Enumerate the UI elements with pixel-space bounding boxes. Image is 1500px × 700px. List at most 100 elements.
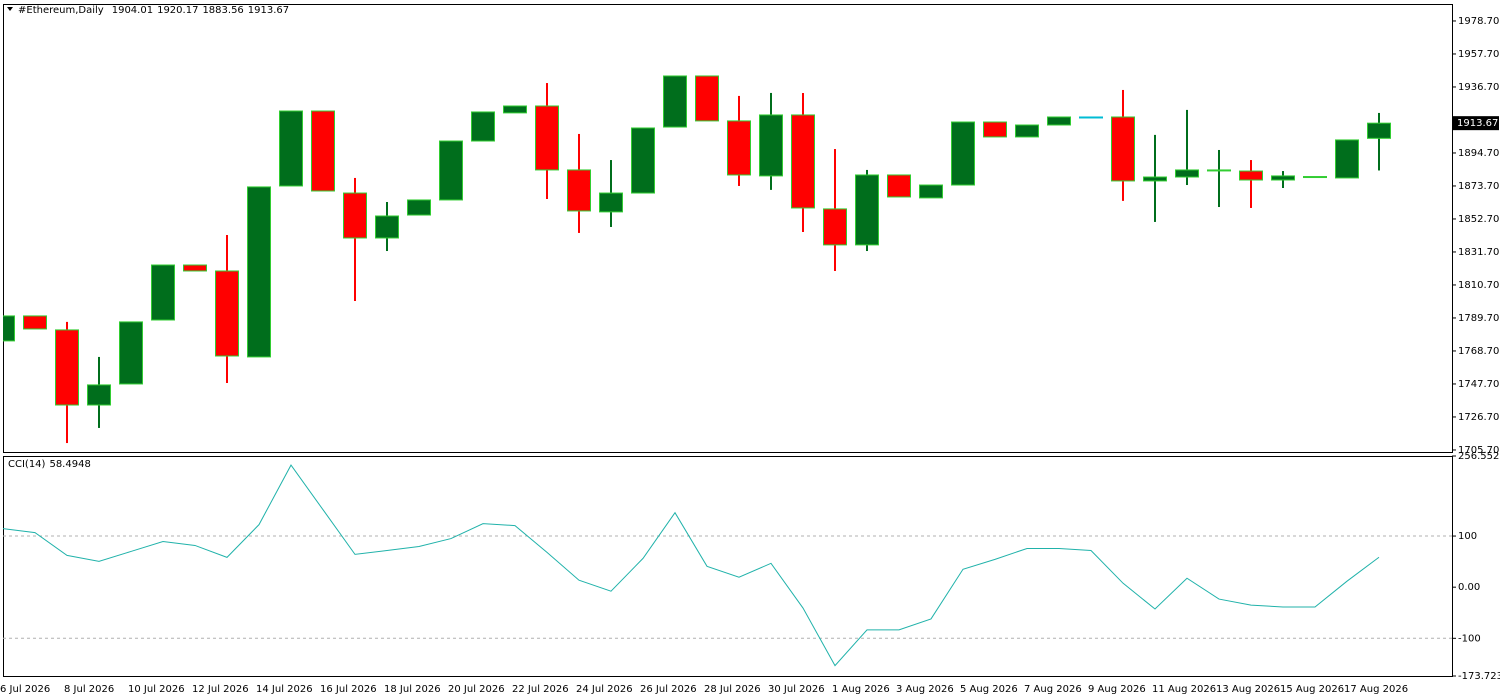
x-tick-label: 15 Aug 2026 (1280, 684, 1344, 695)
cci-panel (3, 456, 1453, 677)
candle-body (151, 264, 175, 321)
y-tick-label: 1747.70 (1458, 379, 1499, 390)
candle-body (375, 215, 399, 239)
x-tick-label: 18 Jul 2026 (384, 684, 441, 695)
x-tick-label: 28 Jul 2026 (704, 684, 761, 695)
candle-body (1207, 169, 1231, 172)
candle-body (535, 105, 559, 171)
candle-body (1239, 170, 1263, 181)
candle-body (119, 321, 143, 385)
symbol-title: #Ethereum,Daily (18, 5, 104, 16)
y-tick-label: 100 (1458, 531, 1477, 542)
x-tick-label: 1 Aug 2026 (832, 684, 890, 695)
candle-body (919, 184, 943, 199)
candle-body (823, 208, 847, 246)
candle-body (439, 140, 463, 201)
y-tick-label: 1936.70 (1458, 82, 1499, 93)
y-tick-label: 1810.70 (1458, 280, 1499, 291)
candle-body (855, 174, 879, 246)
x-tick-label: 30 Jul 2026 (768, 684, 825, 695)
menu-arrow[interactable] (7, 7, 13, 11)
candle-body (1079, 116, 1103, 119)
candle-body (887, 174, 911, 198)
x-tick-label: 9 Aug 2026 (1088, 684, 1146, 695)
candle-body (407, 199, 431, 216)
candle-body (695, 75, 719, 122)
x-tick-label: 22 Jul 2026 (512, 684, 569, 695)
x-tick-label: 13 Aug 2026 (1216, 684, 1280, 695)
cci-line (3, 464, 1380, 667)
x-tick-label: 7 Aug 2026 (1024, 684, 1082, 695)
x-tick-label: 6 Jul 2026 (0, 684, 50, 695)
candle-body (1015, 124, 1039, 138)
candle-body (759, 114, 783, 177)
candle-body (567, 169, 591, 212)
low-value: 1883.56 (202, 5, 243, 16)
candle-body (471, 111, 495, 142)
candle-body (951, 121, 975, 186)
x-tick-label: 16 Jul 2026 (320, 684, 377, 695)
candle-body (503, 105, 527, 114)
y-tick-label: 1978.70 (1458, 16, 1499, 27)
candle-body (1175, 169, 1199, 178)
candle-body (663, 75, 687, 128)
cci-plot (3, 464, 1452, 667)
cci-name: CCI(14) (8, 459, 46, 470)
candle-body (23, 315, 47, 330)
current-price-box (1453, 116, 1499, 131)
candle-body (247, 186, 271, 358)
y-tick-label: 1894.70 (1458, 148, 1499, 159)
y-tick-label: 1852.70 (1458, 214, 1499, 225)
main-panel (3, 4, 1453, 453)
candle-body (55, 329, 79, 406)
open-value: 1904.01 (112, 5, 153, 16)
candle-body (343, 192, 367, 239)
y-tick-label: 1873.70 (1458, 181, 1499, 192)
x-tick-label: 26 Jul 2026 (640, 684, 697, 695)
y-tick-label: 1957.70 (1458, 49, 1499, 60)
candle-body (1335, 139, 1359, 179)
y-tick-label: -100 (1458, 633, 1481, 644)
cci-header: CCI(14) 58.4948 (8, 459, 91, 470)
candle-body (1367, 122, 1391, 139)
candle-body (791, 114, 815, 209)
y-tick-label: -173.7234 (1458, 671, 1500, 682)
x-tick-label: 24 Jul 2026 (576, 684, 633, 695)
x-tick-label: 14 Jul 2026 (256, 684, 313, 695)
close-value: 1913.67 (248, 5, 289, 16)
candle-body (1111, 116, 1135, 182)
x-tick-label: 20 Jul 2026 (448, 684, 505, 695)
candle-body (3, 315, 15, 342)
candle-body (727, 120, 751, 176)
x-tick-label: 11 Aug 2026 (1152, 684, 1216, 695)
y-tick-label: 0.00 (1458, 582, 1480, 593)
y-tick-label: 1705.70 (1458, 445, 1499, 456)
y-tick-label: 1726.70 (1458, 412, 1499, 423)
x-tick-label: 5 Aug 2026 (960, 684, 1018, 695)
x-tick-label: 8 Jul 2026 (64, 684, 114, 695)
candle-body (1271, 175, 1295, 181)
candle-body (183, 264, 207, 272)
current-price-label: 1913.67 (1457, 118, 1498, 129)
y-tick-label: 1768.70 (1458, 346, 1499, 357)
candles (3, 75, 1391, 444)
candle-body (311, 110, 335, 192)
candle-body (1047, 116, 1071, 126)
candle-body (1303, 176, 1327, 179)
candle-body (1143, 176, 1167, 182)
cci-value: 58.4948 (49, 459, 90, 470)
candle-body (631, 127, 655, 194)
chart-header: #Ethereum,Daily 1904.01 1920.17 1883.56 1913… (18, 5, 289, 16)
x-tick-label: 17 Aug 2026 (1344, 684, 1408, 695)
candle-body (983, 121, 1007, 138)
candle-body (87, 384, 111, 406)
candle-body (215, 270, 239, 357)
high-value: 1920.17 (157, 5, 198, 16)
x-tick-label: 3 Aug 2026 (896, 684, 954, 695)
candle-body (279, 110, 303, 187)
y-tick-label: 1789.70 (1458, 313, 1499, 324)
x-tick-label: 12 Jul 2026 (192, 684, 249, 695)
y-tick-label: 1831.70 (1458, 247, 1499, 258)
x-tick-label: 10 Jul 2026 (128, 684, 185, 695)
